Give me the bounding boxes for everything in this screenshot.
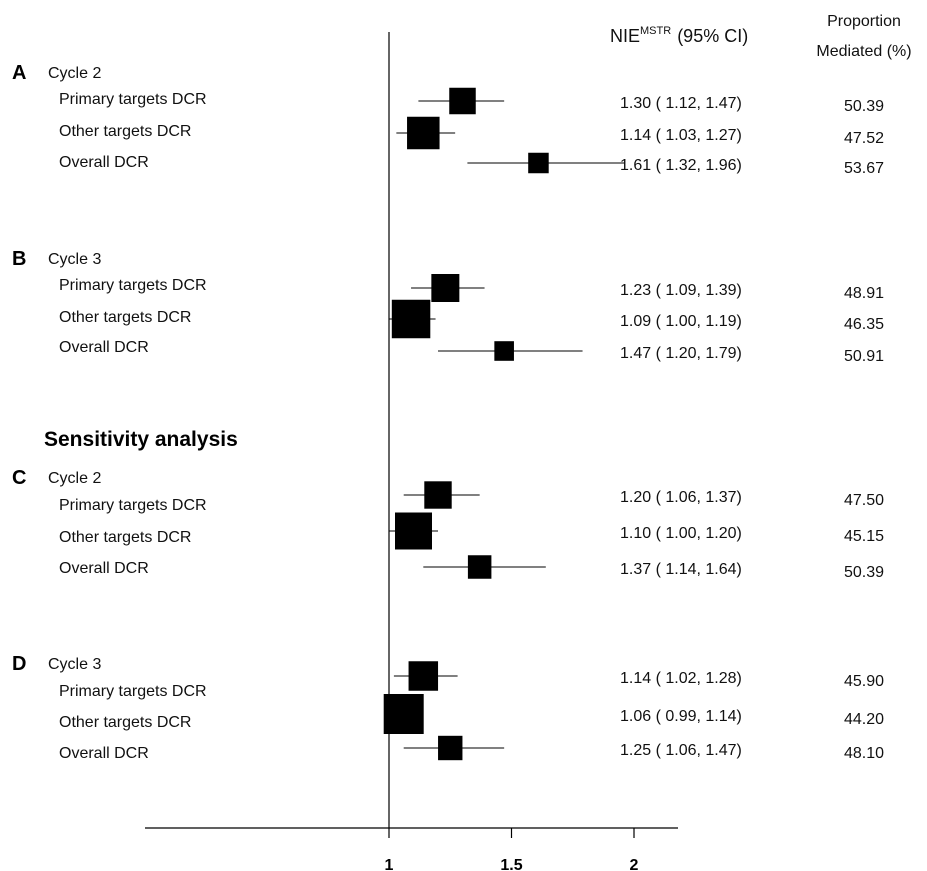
estimate-box [449,87,476,115]
forest-row: Other targets DCR 1.10 ( 1.00, 1.20) 45.15 [59,512,884,550]
proportion-mediated-value: 48.10 [844,745,884,762]
x-tick-label: 1 [385,857,394,871]
nie-ci-value: 1.10 ( 1.00, 1.20) [620,525,742,542]
nie-ci-value: 1.37 ( 1.14, 1.64) [620,561,742,578]
row-label: Other targets DCR [59,123,191,140]
row-label: Other targets DCR [59,714,191,731]
forest-row: Primary targets DCR 1.30 ( 1.12, 1.47) 50.… [59,87,884,115]
nie-ci-value: 1.20 ( 1.06, 1.37) [620,489,742,506]
forest-row: Other targets DCR 1.06 ( 0.99, 1.14) 44.20 [59,694,884,734]
panel-title: Cycle 2 [48,65,101,82]
panel-d: D Cycle 3 Primary targets DCR 1.14 ( 1.02, … [12,653,884,762]
nie-ci-value: 1.61 ( 1.32, 1.96) [620,157,742,174]
nie-ci-value: 1.14 ( 1.03, 1.27) [620,127,742,144]
panel-title: Cycle 3 [48,251,101,268]
proportion-mediated-value: 46.35 [844,316,884,333]
proportion-mediated-value: 50.91 [844,348,884,365]
estimate-box [408,661,439,691]
forest-row: Overall DCR 1.25 ( 1.06, 1.47) 48.10 [59,735,884,762]
forest-row: Overall DCR 1.37 ( 1.14, 1.64) 50.39 [59,555,884,581]
proportion-mediated-value: 48.91 [844,285,884,302]
forest-row: Other targets DCR 1.09 ( 1.00, 1.19) 46.35 [59,299,884,339]
row-label: Overall DCR [59,339,149,356]
panel-title: Cycle 3 [48,656,101,673]
x-tick-label: 2 [630,857,639,871]
proportion-mediated-value: 50.39 [844,98,884,115]
nie-ci-value: 1.25 ( 1.06, 1.47) [620,742,742,759]
row-label: Primary targets DCR [59,91,207,108]
nie-ci-value: 1.14 ( 1.02, 1.28) [620,670,742,687]
estimate-box [494,341,514,361]
proportion-mediated-value: 47.52 [844,130,884,147]
row-label: Overall DCR [59,154,149,171]
forest-row: Overall DCR 1.61 ( 1.32, 1.96) 53.67 [59,152,884,177]
forest-row: Overall DCR 1.47 ( 1.20, 1.79) 50.91 [59,339,884,365]
forest-row: Primary targets DCR 1.14 ( 1.02, 1.28) 45.… [59,661,884,700]
estimate-box [438,735,463,761]
panel-c: C Cycle 2 Primary targets DCR 1.20 ( 1.06, … [12,467,884,581]
row-label: Other targets DCR [59,309,191,326]
proportion-mediated-value: 47.50 [844,492,884,509]
row-label: Overall DCR [59,745,149,762]
panel-letter: A [12,62,26,84]
estimate-box [528,152,549,174]
nie-ci-value: 1.30 ( 1.12, 1.47) [620,95,742,112]
nie-header: NIEMSTR (95% CI) [610,25,748,46]
panel-letter: B [12,248,26,270]
row-label: Primary targets DCR [59,683,207,700]
estimate-box [391,299,431,339]
panel-title: Cycle 2 [48,470,101,487]
estimate-box [383,694,424,734]
proportion-mediated-value: 44.20 [844,711,884,728]
forest-row: Primary targets DCR 1.20 ( 1.06, 1.37) 47.… [59,481,884,514]
nie-ci-value: 1.06 ( 0.99, 1.14) [620,708,742,725]
estimate-box [431,274,460,302]
proportion-header-line2: Mediated (%) [816,43,911,60]
panel-b: B Cycle 3 Primary targets DCR 1.23 ( 1.09, … [12,248,884,365]
row-label: Overall DCR [59,560,149,577]
estimate-box [407,116,440,150]
estimate-box [395,512,432,550]
panels: A Cycle 2 Primary targets DCR 1.30 ( 1.12, … [12,62,884,762]
row-label: Other targets DCR [59,529,191,546]
panel-a: A Cycle 2 Primary targets DCR 1.30 ( 1.12, … [12,62,884,177]
estimate-box [467,555,492,579]
estimate-box [424,481,452,509]
row-label: Primary targets DCR [59,277,207,294]
forest-row: Other targets DCR 1.14 ( 1.03, 1.27) 47.52 [59,116,884,150]
proportion-mediated-value: 53.67 [844,160,884,177]
panel-letter: D [12,653,26,675]
x-axis-ticks: 1 1.5 2 [385,828,639,871]
forest-row: Primary targets DCR 1.23 ( 1.09, 1.39) 48.… [59,274,884,302]
proportion-header-line1: Proportion [827,13,901,30]
x-tick-label: 1.5 [500,857,522,871]
proportion-mediated-value: 45.90 [844,673,884,690]
nie-ci-value: 1.47 ( 1.20, 1.79) [620,345,742,362]
panel-letter: C [12,467,26,489]
proportion-mediated-value: 45.15 [844,528,884,545]
row-label: Primary targets DCR [59,497,207,514]
nie-ci-value: 1.23 ( 1.09, 1.39) [620,282,742,299]
sensitivity-analysis-title: Sensitivity analysis [44,428,238,451]
nie-ci-value: 1.09 ( 1.00, 1.19) [620,313,742,330]
proportion-mediated-value: 50.39 [844,564,884,581]
